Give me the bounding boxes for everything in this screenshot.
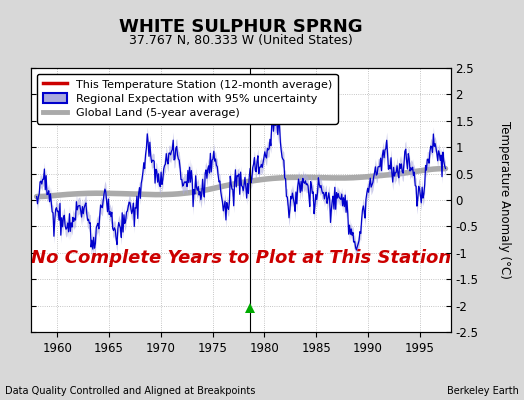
Text: WHITE SULPHUR SPRNG: WHITE SULPHUR SPRNG	[119, 18, 363, 36]
Y-axis label: Temperature Anomaly (°C): Temperature Anomaly (°C)	[498, 121, 511, 279]
Text: Data Quality Controlled and Aligned at Breakpoints: Data Quality Controlled and Aligned at B…	[5, 386, 256, 396]
Text: No Complete Years to Plot at This Station: No Complete Years to Plot at This Statio…	[31, 249, 451, 267]
Text: Berkeley Earth: Berkeley Earth	[447, 386, 519, 396]
Text: 37.767 N, 80.333 W (United States): 37.767 N, 80.333 W (United States)	[129, 34, 353, 47]
